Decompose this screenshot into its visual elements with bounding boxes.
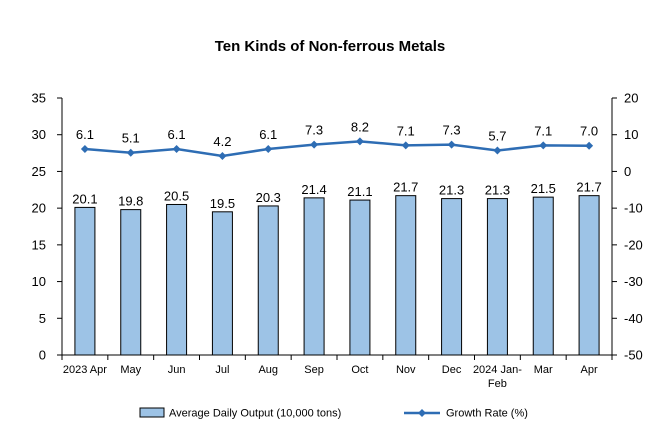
- bar-data-label: 20.3: [256, 190, 281, 205]
- right-tick-label: -50: [624, 348, 643, 363]
- category-label: May: [120, 364, 141, 376]
- bar-data-label: 20.1: [72, 191, 97, 206]
- line-data-label: 4.2: [213, 134, 231, 149]
- bar-data-label: 21.3: [485, 183, 510, 198]
- right-tick-label: 20: [624, 91, 638, 106]
- category-label: 2023 Apr: [63, 364, 107, 376]
- category-label-line: 2024 Jan-: [473, 364, 522, 376]
- growth-rate-marker: [172, 145, 181, 154]
- right-tick-label: -20: [624, 237, 643, 252]
- right-tick-label: -40: [624, 311, 643, 326]
- category-label: Mar: [534, 364, 553, 376]
- bar-data-label: 21.7: [576, 180, 601, 195]
- legend-bar-swatch: [139, 407, 165, 418]
- line-data-label: 7.0: [580, 124, 598, 139]
- legend-bar-label: Average Daily Output (10,000 tons): [169, 408, 341, 420]
- growth-rate-marker: [310, 140, 319, 149]
- bar-data-label: 20.5: [164, 188, 189, 203]
- bar: [166, 203, 188, 356]
- bar: [532, 196, 554, 356]
- bar: [578, 195, 600, 356]
- bar: [257, 205, 279, 356]
- line-data-label: 6.1: [259, 127, 277, 142]
- left-tick-label: 0: [39, 348, 46, 363]
- bar: [74, 206, 96, 356]
- growth-rate-marker: [80, 145, 89, 154]
- legend: Average Daily Output (10,000 tons) Growth…: [139, 407, 528, 420]
- category-label: Dec: [442, 364, 462, 376]
- right-tick-label: -10: [624, 201, 643, 216]
- line-data-label: 7.3: [305, 123, 323, 138]
- bar-data-label: 21.3: [439, 183, 464, 198]
- bar-data-labels: 20.1 19.8 20.5 19.5 20.3 21.4 21.1 21.7 21.3 21.3…: [72, 180, 601, 211]
- line-series: [80, 137, 594, 161]
- growth-rate-marker: [126, 148, 135, 157]
- line-data-label: 8.2: [351, 119, 369, 134]
- left-tick-label: 15: [32, 237, 46, 252]
- line-data-label: 6.1: [76, 127, 94, 142]
- bar: [486, 198, 508, 356]
- line-data-label: 7.1: [534, 123, 552, 138]
- bar: [120, 209, 142, 356]
- bar: [395, 195, 417, 356]
- legend-line-marker: [418, 409, 426, 417]
- growth-rate-marker: [355, 137, 364, 146]
- left-tick-label: 30: [32, 127, 46, 142]
- bar-series: [74, 195, 600, 356]
- line-data-label: 5.1: [122, 131, 140, 146]
- bar: [349, 199, 371, 356]
- bar-data-label: 21.7: [393, 180, 418, 195]
- left-tick-label: 20: [32, 201, 46, 216]
- left-axis-ticks: 0 5 10 15 20 25 30 35: [32, 91, 62, 363]
- bar-data-label: 19.5: [210, 196, 235, 211]
- category-label: Aug: [258, 364, 278, 376]
- bar: [441, 198, 463, 356]
- left-tick-label: 35: [32, 91, 46, 106]
- bar: [303, 197, 325, 356]
- category-label: Nov: [396, 364, 416, 376]
- category-label: Oct: [351, 364, 368, 376]
- growth-rate-marker: [264, 145, 273, 154]
- right-tick-label: 0: [624, 164, 631, 179]
- bar-data-label: 21.1: [347, 184, 372, 199]
- category-label: Sep: [304, 364, 324, 376]
- category-label: Jun: [168, 364, 186, 376]
- growth-rate-marker: [447, 140, 456, 149]
- bar: [211, 211, 233, 356]
- growth-rate-marker: [218, 152, 227, 161]
- line-data-labels: 6.1 5.1 6.1 4.2 6.1 7.3 8.2 7.1 7.3 5.7 7.1 7.0: [76, 119, 598, 149]
- bar-data-label: 19.8: [118, 194, 143, 209]
- bar-data-label: 21.4: [301, 182, 326, 197]
- category-label: Apr: [581, 364, 598, 376]
- legend-line-label: Growth Rate (%): [446, 408, 528, 420]
- bar-data-label: 21.5: [531, 181, 556, 196]
- line-data-label: 7.3: [443, 123, 461, 138]
- right-tick-label: -30: [624, 274, 643, 289]
- chart-title: Ten Kinds of Non-ferrous Metals: [215, 38, 446, 55]
- growth-rate-line: [84, 140, 590, 158]
- growth-rate-marker: [539, 141, 548, 150]
- right-tick-label: 10: [624, 127, 638, 142]
- category-labels: 2023 Apr May Jun Jul Aug Sep Oct Nov Dec 2024 Jan…: [61, 355, 613, 390]
- category-label-line: Feb: [488, 378, 507, 390]
- line-data-label: 6.1: [168, 127, 186, 142]
- line-data-label: 7.1: [397, 123, 415, 138]
- left-tick-label: 25: [32, 164, 46, 179]
- growth-rate-marker: [493, 146, 502, 155]
- left-tick-label: 5: [39, 311, 46, 326]
- category-label: Jul: [215, 364, 229, 376]
- growth-rate-marker: [401, 141, 410, 150]
- growth-rate-marker: [585, 141, 594, 150]
- line-data-label: 5.7: [488, 129, 506, 144]
- category-label: 2024 Jan- Feb: [473, 364, 522, 390]
- left-tick-label: 10: [32, 274, 46, 289]
- right-axis-ticks: -50 -40 -30 -20 -10 0 10 20: [612, 91, 643, 363]
